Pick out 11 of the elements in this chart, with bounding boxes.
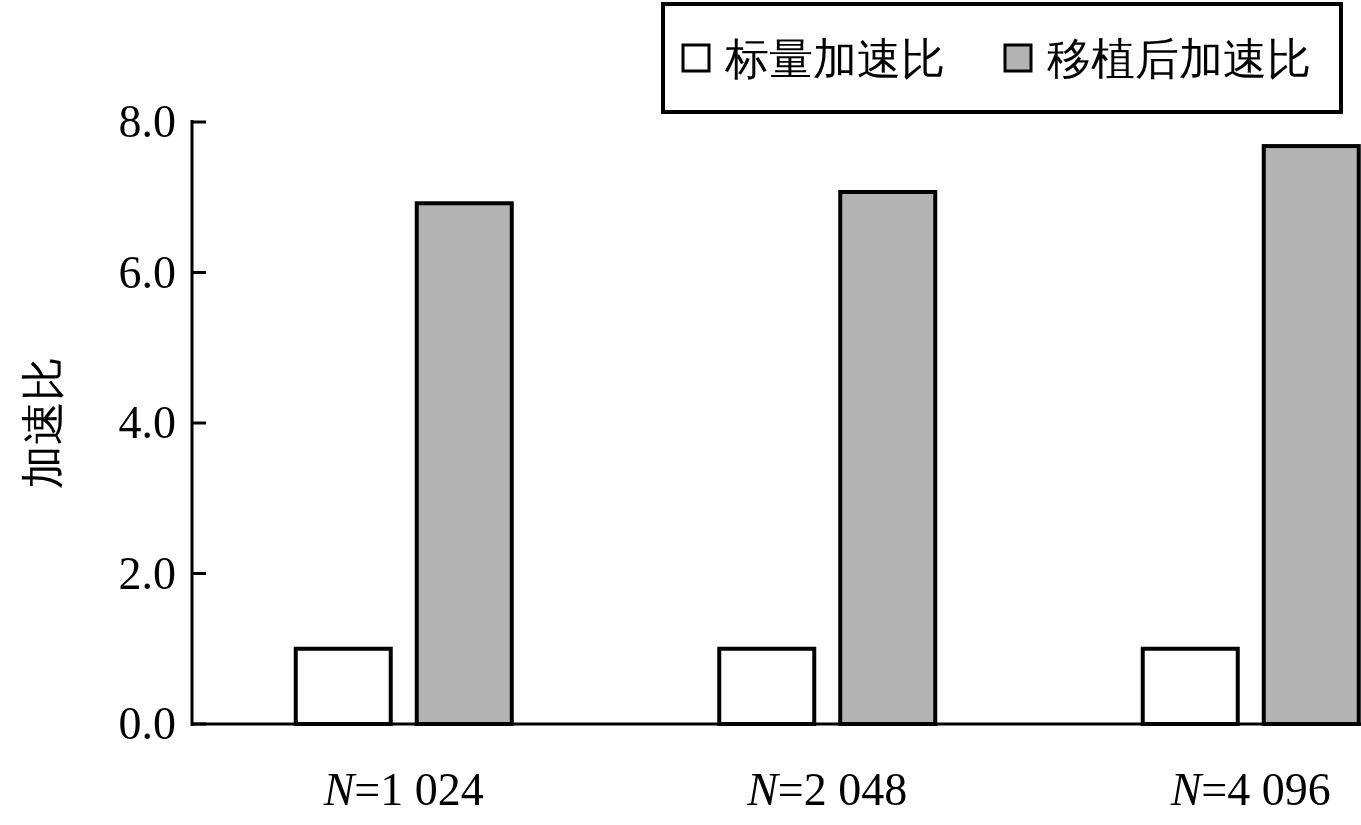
x-tick-label: N=4 096 (1169, 764, 1331, 815)
legend-label: 移植后加速比 (1047, 35, 1311, 84)
legend-label: 标量加速比 (724, 35, 945, 84)
y-axis-title: 加速比 (19, 357, 68, 489)
y-tick-label: 0.0 (118, 698, 176, 749)
x-tick-label: N=1 024 (322, 764, 484, 815)
y-tick-label: 2.0 (118, 547, 176, 599)
x-tick-label: N=2 048 (746, 764, 908, 815)
y-tick-label: 6.0 (118, 246, 176, 298)
y-tick-label: 8.0 (118, 96, 176, 147)
y-tick-label: 4.0 (118, 397, 176, 448)
